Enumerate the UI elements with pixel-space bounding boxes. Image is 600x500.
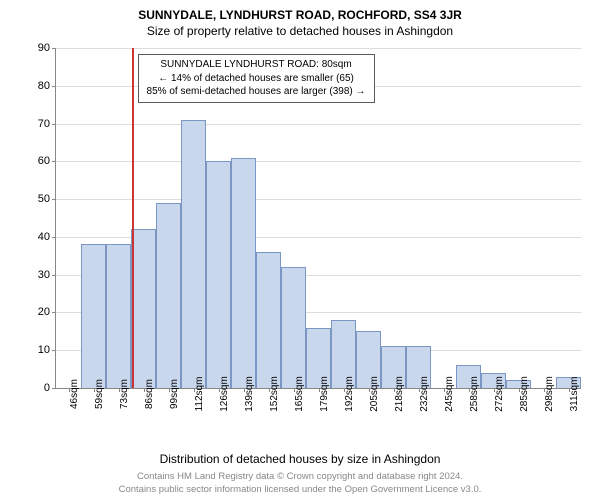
xtick-label: 99sqm <box>169 379 180 409</box>
chart-title-sub: Size of property relative to detached ho… <box>0 22 600 38</box>
xtick-label: 86sqm <box>144 379 155 409</box>
histogram-bar <box>106 244 131 388</box>
footer-line-1: Contains HM Land Registry data © Crown c… <box>0 471 600 483</box>
footer-line-2: Contains public sector information licen… <box>0 484 600 496</box>
xtick-label: 126sqm <box>219 376 230 412</box>
xtick-label: 218sqm <box>394 376 405 412</box>
xtick-label: 165sqm <box>294 376 305 412</box>
xtick-label: 311sqm <box>569 377 580 412</box>
ytick-mark <box>52 86 56 87</box>
ytick-mark <box>52 275 56 276</box>
xtick-label: 112sqm <box>194 377 205 412</box>
gridline <box>56 161 581 162</box>
histogram-bar <box>231 158 256 388</box>
ytick-mark <box>52 124 56 125</box>
xtick-label: 245sqm <box>444 376 455 412</box>
ytick-mark <box>52 199 56 200</box>
ytick-label: 80 <box>38 80 50 92</box>
xtick-label: 258sqm <box>469 376 480 412</box>
histogram-bar <box>131 229 156 388</box>
x-axis-label: Distribution of detached houses by size … <box>160 452 441 466</box>
xtick-label: 46sqm <box>69 379 80 409</box>
ytick-label: 70 <box>38 118 50 130</box>
histogram-bar <box>281 267 306 388</box>
ytick-mark <box>52 161 56 162</box>
histogram-bar <box>156 203 181 388</box>
ytick-label: 40 <box>38 231 50 243</box>
xtick-label: 298sqm <box>544 376 555 412</box>
xtick-label: 139sqm <box>244 376 255 412</box>
annotation-line-3: 85% of semi-detached houses are larger (… <box>147 85 366 99</box>
reference-line <box>132 48 134 388</box>
ytick-label: 30 <box>38 269 50 281</box>
ytick-label: 60 <box>38 155 50 167</box>
gridline <box>56 48 581 49</box>
xtick-label: 205sqm <box>369 376 380 412</box>
ytick-mark <box>52 312 56 313</box>
ytick-mark <box>52 350 56 351</box>
ytick-mark <box>52 388 56 389</box>
footer: Contains HM Land Registry data © Crown c… <box>0 471 600 496</box>
annotation-line-2: ← 14% of detached houses are smaller (65… <box>147 72 366 86</box>
xtick-label: 285sqm <box>519 376 530 412</box>
ytick-label: 0 <box>44 382 50 394</box>
annotation-line-1: SUNNYDALE LYNDHURST ROAD: 80sqm <box>147 58 366 72</box>
xtick-label: 272sqm <box>494 376 505 412</box>
ytick-mark <box>52 237 56 238</box>
chart-title-main: SUNNYDALE, LYNDHURST ROAD, ROCHFORD, SS4… <box>0 0 600 22</box>
ytick-label: 20 <box>38 306 50 318</box>
xtick-label: 59sqm <box>94 379 105 409</box>
ytick-label: 50 <box>38 193 50 205</box>
xtick-label: 73sqm <box>119 379 130 409</box>
chart-container: SUNNYDALE, LYNDHURST ROAD, ROCHFORD, SS4… <box>0 0 600 500</box>
histogram-bar <box>181 120 206 388</box>
ytick-label: 90 <box>38 42 50 54</box>
annotation-box: SUNNYDALE LYNDHURST ROAD: 80sqm ← 14% of… <box>138 54 375 103</box>
xtick-label: 152sqm <box>269 376 280 412</box>
ytick-label: 10 <box>38 344 50 356</box>
xtick-label: 232sqm <box>419 376 430 412</box>
ytick-mark <box>52 48 56 49</box>
xtick-label: 179sqm <box>319 376 330 412</box>
gridline <box>56 124 581 125</box>
histogram-bar <box>206 161 231 388</box>
histogram-bar <box>81 244 106 388</box>
gridline <box>56 199 581 200</box>
histogram-bar <box>256 252 281 388</box>
xtick-label: 192sqm <box>344 376 355 412</box>
plot-area: SUNNYDALE LYNDHURST ROAD: 80sqm ← 14% of… <box>55 48 581 389</box>
